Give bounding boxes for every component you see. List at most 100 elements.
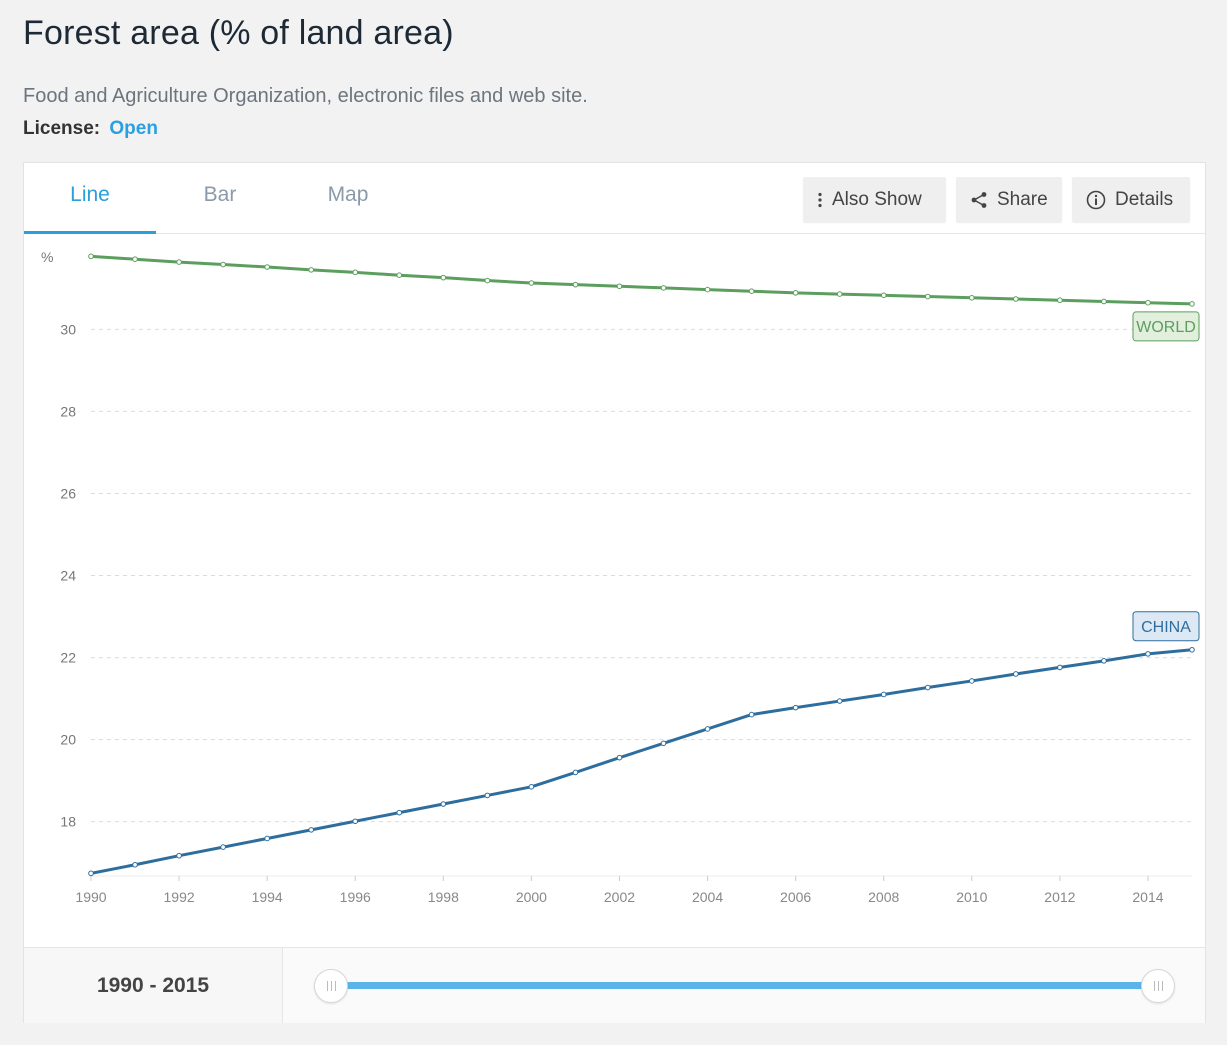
data-point (484, 277, 491, 284)
data-point (528, 783, 535, 790)
series-end-label: WORLD (1136, 319, 1196, 336)
data-point (396, 272, 403, 279)
data-point (748, 711, 755, 718)
data-point (924, 293, 931, 300)
x-tick-label: 2006 (780, 889, 811, 905)
data-point (572, 281, 579, 288)
range-start-handle[interactable] (314, 969, 348, 1003)
data-point (528, 280, 535, 286)
series-end-label-box (1132, 611, 1200, 642)
chart-tabbar: Line Bar Map Also Show Share Details (24, 163, 1205, 234)
data-point (1013, 671, 1019, 677)
more-vertical-icon (817, 192, 823, 208)
data-point (616, 283, 623, 290)
data-point (1145, 299, 1151, 306)
data-point (1189, 301, 1195, 307)
data-point (924, 684, 931, 691)
data-point (836, 698, 843, 704)
data-point (308, 267, 315, 273)
range-label: 1990 - 2015 (24, 948, 283, 1023)
range-footer: 1990 - 2015 (24, 947, 1205, 1023)
data-point (572, 769, 579, 776)
data-point (440, 274, 447, 281)
chart-panel: Line Bar Map Also Show Share Details % 18… (23, 162, 1206, 1023)
details-label: Details (1115, 188, 1174, 210)
data-point (352, 269, 359, 276)
data-point (1101, 658, 1107, 664)
data-point (132, 861, 138, 868)
y-tick-label: 30 (60, 321, 76, 337)
y-tick-label: 26 (60, 485, 76, 501)
series-end-label-box (1132, 311, 1200, 342)
data-point (176, 259, 182, 265)
data-point (484, 792, 491, 799)
data-point (1145, 651, 1151, 657)
data-point (660, 285, 667, 291)
data-point (220, 844, 226, 850)
y-axis-unit-label: % (41, 249, 53, 265)
share-label: Share (997, 188, 1048, 210)
data-point (88, 253, 94, 260)
also-show-label: Also Show (832, 188, 922, 210)
x-tick-label: 2010 (956, 889, 987, 905)
also-show-button[interactable]: Also Show (803, 177, 946, 222)
data-point (704, 726, 711, 732)
series-line-china (90, 648, 1193, 875)
license-link[interactable]: Open (109, 118, 158, 139)
line-chart: % 18 20 22 24 26 28 30 1990 1992 1994 1996 1998 2000 2… (41, 249, 1200, 905)
data-point (880, 292, 887, 299)
series-end-label: CHINA (1141, 619, 1191, 636)
x-tick-label: 1998 (428, 889, 459, 905)
y-tick-label: 18 (60, 814, 76, 830)
data-point (352, 818, 359, 825)
data-point (132, 256, 138, 263)
share-icon (970, 191, 988, 209)
data-point (836, 291, 843, 297)
data-point (880, 691, 887, 698)
data-point (660, 740, 667, 747)
details-button[interactable]: Details (1072, 177, 1190, 222)
data-point (440, 801, 447, 807)
x-tick-label: 2000 (516, 889, 547, 905)
data-point (1189, 646, 1195, 653)
data-point (308, 827, 315, 833)
share-button[interactable]: Share (956, 177, 1062, 222)
range-slider-track[interactable] (331, 982, 1157, 989)
x-tick-label: 2012 (1044, 889, 1075, 905)
info-icon (1086, 190, 1106, 210)
x-tick-label: 2014 (1132, 889, 1163, 905)
data-point (616, 754, 623, 761)
tab-line[interactable]: Line (24, 163, 156, 234)
y-tick-label: 24 (60, 568, 76, 584)
x-tick-label: 2008 (868, 889, 899, 905)
data-point (969, 294, 975, 301)
data-point (748, 288, 755, 295)
x-tick-label: 1992 (164, 889, 195, 905)
y-tick-label: 28 (60, 403, 76, 419)
series-line-world (90, 254, 1193, 306)
data-point (792, 704, 799, 711)
tab-bar[interactable]: Bar (203, 183, 237, 206)
license-label: License: (23, 118, 101, 139)
data-point (969, 678, 975, 684)
x-tick-label: 1994 (252, 889, 283, 905)
tab-map[interactable]: Map (327, 183, 369, 206)
data-point (1057, 664, 1063, 671)
range-end-handle[interactable] (1141, 969, 1175, 1003)
y-tick-label: 22 (60, 650, 76, 666)
data-point (704, 286, 711, 293)
data-point (396, 809, 403, 816)
data-point (1013, 296, 1019, 302)
license-info: License: Open (23, 118, 158, 140)
x-tick-label: 2004 (692, 889, 723, 905)
data-point (1057, 297, 1063, 304)
source-text: Food and Agriculture Organization, elect… (23, 85, 588, 107)
y-tick-label: 20 (60, 732, 76, 748)
data-point (264, 835, 270, 842)
data-point (220, 261, 226, 268)
grip-icon (1153, 981, 1163, 991)
x-tick-label: 1990 (75, 889, 106, 905)
data-point (792, 290, 799, 296)
data-point (264, 264, 270, 270)
grip-icon (326, 981, 336, 991)
